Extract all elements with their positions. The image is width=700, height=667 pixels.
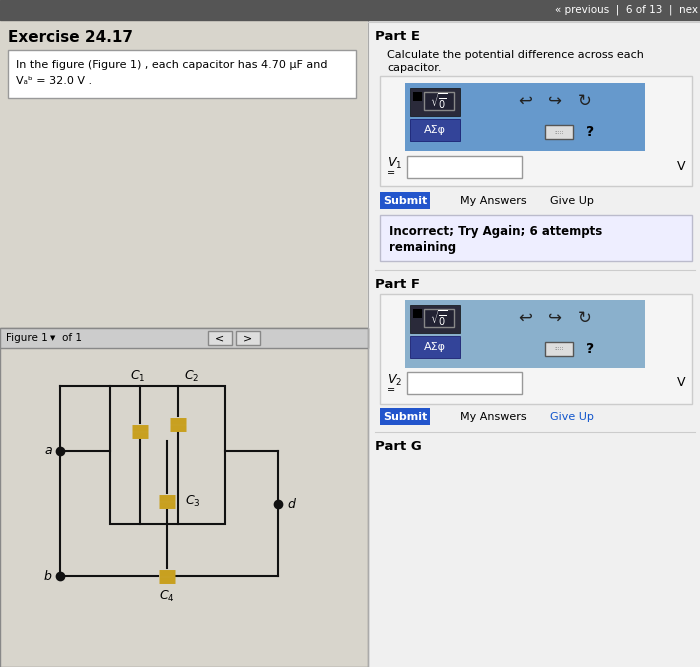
- Text: ↩: ↩: [518, 309, 532, 327]
- Text: $\sqrt{\overline{0}}$: $\sqrt{\overline{0}}$: [430, 91, 448, 111]
- Text: $C_1$: $C_1$: [130, 368, 146, 384]
- Bar: [0, 0, 700, 20]
- Bar: [407, 372, 522, 394]
- Text: $V_1$: $V_1$: [387, 155, 402, 171]
- Bar: [405, 300, 645, 368]
- Text: Calculate the potential difference across each: Calculate the potential difference acros…: [387, 50, 644, 60]
- Text: $\sqrt{\overline{0}}$: $\sqrt{\overline{0}}$: [430, 308, 448, 328]
- Bar: [368, 20, 700, 667]
- Bar: [236, 331, 260, 345]
- Bar: [380, 192, 430, 209]
- Text: ↩: ↩: [518, 92, 532, 110]
- Text: In the figure (Figure 1) , each capacitor has 4.70 μF and: In the figure (Figure 1) , each capacito…: [16, 60, 328, 70]
- Text: $d$: $d$: [287, 497, 297, 511]
- Text: Part E: Part E: [375, 29, 420, 43]
- Text: ↻: ↻: [578, 309, 592, 327]
- Text: « previous  |  6 of 13  |  nex: « previous | 6 of 13 | nex: [555, 5, 698, 15]
- Bar: [410, 336, 460, 358]
- Text: ?: ?: [586, 342, 594, 356]
- Bar: [8, 50, 356, 98]
- Text: $C_3$: $C_3$: [185, 494, 201, 508]
- Text: ?: ?: [586, 125, 594, 139]
- Text: My Answers: My Answers: [460, 195, 526, 205]
- Text: Vₐᵇ = 32.0 V .: Vₐᵇ = 32.0 V .: [16, 76, 92, 86]
- Bar: [208, 331, 232, 345]
- Bar: [413, 309, 422, 318]
- Text: Exercise 24.17: Exercise 24.17: [8, 31, 133, 45]
- Text: My Answers: My Answers: [460, 412, 526, 422]
- Bar: [413, 92, 422, 101]
- Text: Figure 1: Figure 1: [6, 333, 48, 343]
- Text: $b$: $b$: [43, 569, 52, 583]
- Text: $C_2$: $C_2$: [184, 368, 199, 384]
- Text: :::::: :::::: [554, 129, 564, 135]
- Text: ↻: ↻: [578, 92, 592, 110]
- Bar: [410, 119, 460, 141]
- Text: Submit: Submit: [383, 412, 427, 422]
- Text: Submit: Submit: [383, 195, 427, 205]
- Text: =: =: [387, 168, 395, 178]
- Bar: [0, 328, 368, 667]
- Text: V: V: [676, 376, 685, 390]
- Text: Give Up: Give Up: [550, 412, 594, 422]
- Text: ΑΣφ: ΑΣφ: [424, 342, 446, 352]
- Text: ↪: ↪: [548, 309, 562, 327]
- Text: of 1: of 1: [62, 333, 82, 343]
- Bar: [545, 342, 573, 356]
- Text: capacitor.: capacitor.: [387, 63, 442, 73]
- Text: V: V: [676, 161, 685, 173]
- Bar: [410, 88, 460, 116]
- Text: >: >: [244, 333, 253, 343]
- Text: ↪: ↪: [548, 92, 562, 110]
- Text: <: <: [216, 333, 225, 343]
- Bar: [0, 20, 368, 667]
- Text: $a$: $a$: [43, 444, 52, 458]
- Text: Part G: Part G: [375, 440, 421, 452]
- Text: :::::: :::::: [554, 346, 564, 352]
- Text: =: =: [387, 385, 395, 395]
- Bar: [545, 125, 573, 139]
- Bar: [380, 76, 692, 186]
- Text: $V_2$: $V_2$: [387, 372, 402, 388]
- Text: Part F: Part F: [375, 277, 420, 291]
- Bar: [110, 386, 225, 524]
- Bar: [424, 309, 454, 327]
- Bar: [405, 83, 645, 151]
- Bar: [424, 92, 454, 110]
- Bar: [380, 408, 430, 425]
- Bar: [410, 305, 460, 333]
- Text: Give Up: Give Up: [550, 195, 594, 205]
- Text: remaining: remaining: [389, 241, 456, 255]
- Text: Incorrect; Try Again; 6 attempts: Incorrect; Try Again; 6 attempts: [389, 225, 602, 237]
- Bar: [380, 294, 692, 404]
- Bar: [0, 328, 368, 348]
- Text: ▼: ▼: [50, 335, 55, 341]
- Text: ΑΣφ: ΑΣφ: [424, 125, 446, 135]
- Text: $C_4$: $C_4$: [159, 588, 175, 604]
- Bar: [407, 156, 522, 178]
- Bar: [380, 215, 692, 261]
